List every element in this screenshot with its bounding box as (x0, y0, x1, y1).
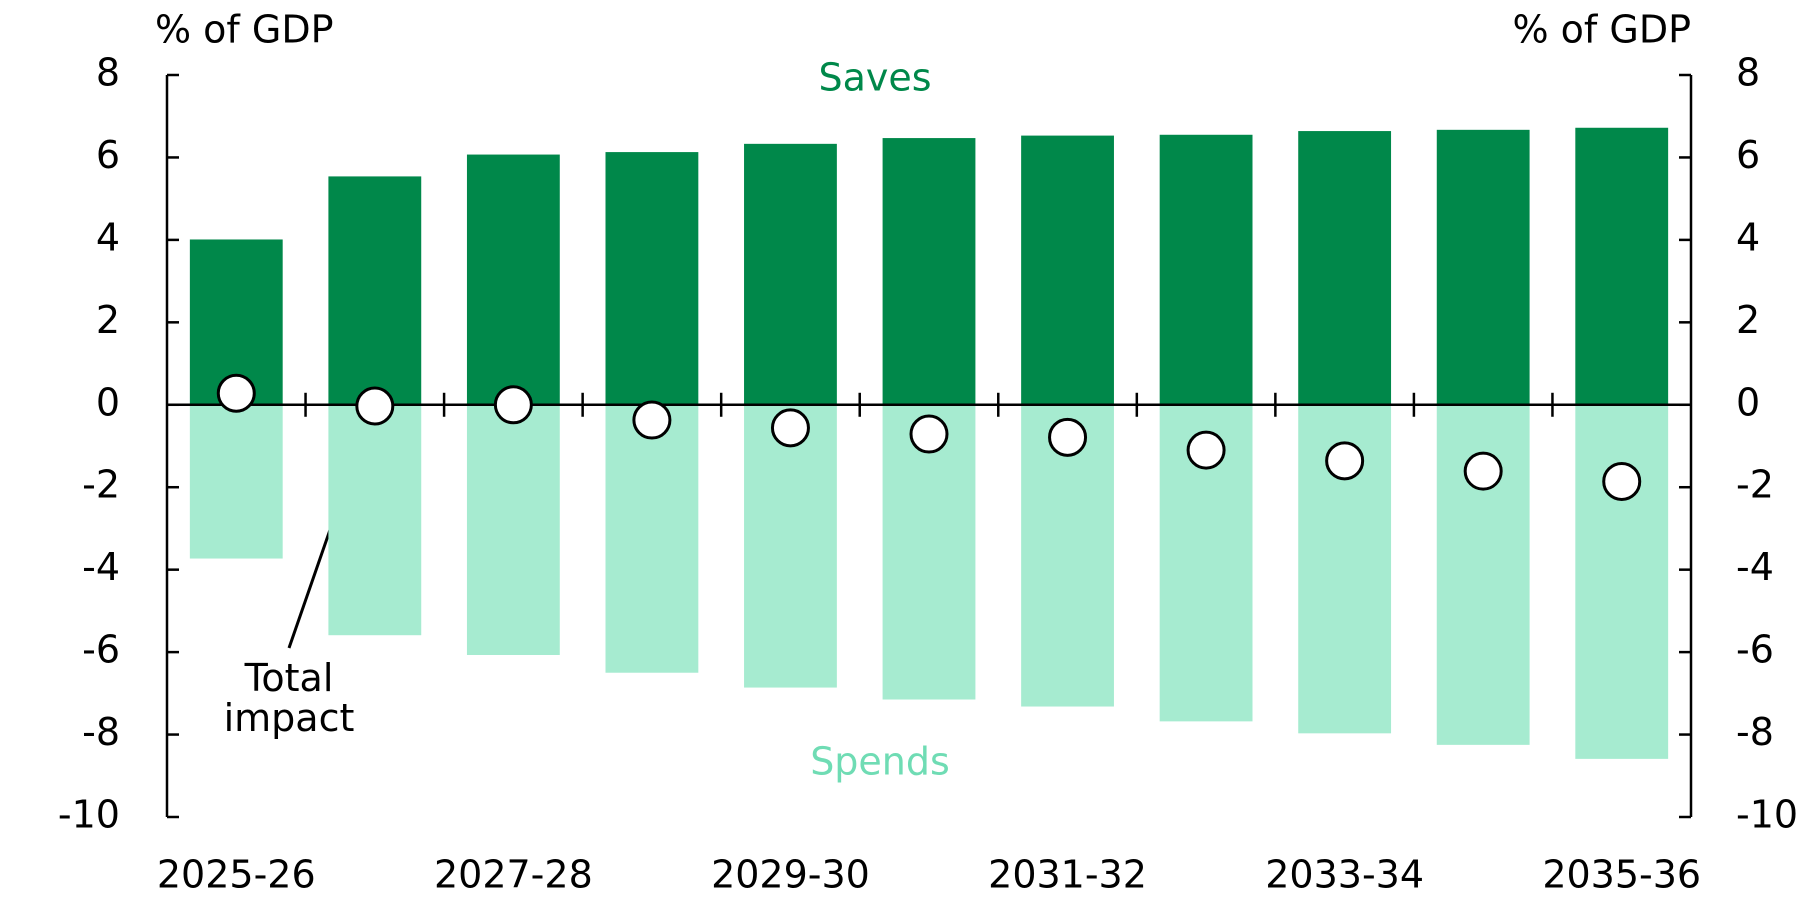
y2-tick-label: 8 (1736, 51, 1760, 95)
dot (355, 386, 395, 426)
y2-tick-label: -10 (1736, 793, 1798, 837)
y2-tick-label: -6 (1736, 628, 1774, 672)
bar (1575, 127, 1669, 405)
y2-tick-label: -8 (1736, 710, 1774, 754)
x-tick-label: 2025-26 (157, 853, 316, 897)
bar (605, 152, 699, 405)
y2-tick-label: 0 (1736, 380, 1760, 424)
y-tick-label: -4 (82, 545, 120, 589)
x-tick-label: 2033-34 (1265, 853, 1424, 897)
y-tick-label: 2 (96, 298, 120, 342)
bar (1021, 135, 1114, 405)
y-tick-label: 4 (96, 215, 120, 259)
y-tick-label: -8 (82, 710, 120, 754)
bar (1298, 131, 1392, 405)
dot (1048, 417, 1088, 457)
y-axis-label: % of GDP (155, 8, 334, 52)
bar (605, 404, 699, 673)
dot (493, 385, 533, 425)
y2-tick-label: -2 (1736, 463, 1774, 507)
y2-tick-label: 2 (1736, 298, 1760, 342)
dot (632, 400, 672, 440)
dot (770, 408, 810, 448)
series-label: Saves (818, 56, 931, 100)
y-tick-label: -6 (82, 628, 120, 672)
bar (189, 404, 283, 559)
bar (328, 176, 422, 405)
x-tick-label: 2035-36 (1542, 853, 1701, 897)
dot (1325, 441, 1365, 481)
bar (1575, 404, 1669, 759)
bar (328, 404, 422, 636)
x-tick-label: 2029-30 (711, 853, 870, 897)
bar (1436, 129, 1530, 405)
bar (744, 404, 837, 688)
series-label: Spends (810, 740, 950, 784)
y-tick-label: -10 (58, 793, 120, 837)
bar (744, 143, 837, 405)
y2-tick-label: 4 (1736, 215, 1760, 259)
y-tick-label: 8 (96, 51, 120, 95)
x-tick-label: 2027-28 (434, 853, 593, 897)
bar (466, 154, 560, 405)
y-tick-label: 0 (96, 380, 120, 424)
bar (1159, 134, 1253, 405)
dot (1602, 461, 1642, 501)
dot (216, 373, 256, 413)
dot (909, 414, 949, 454)
dot (1186, 430, 1226, 470)
bar (466, 404, 560, 655)
dot (1463, 451, 1503, 491)
y2-tick-label: -4 (1736, 545, 1774, 589)
annotation: Total impact (224, 656, 355, 740)
y2-tick-label: 6 (1736, 133, 1760, 177)
x-tick-label: 2031-32 (988, 853, 1147, 897)
y-tick-label: -2 (82, 463, 120, 507)
y-tick-label: 6 (96, 133, 120, 177)
bar (882, 138, 976, 405)
bar (882, 404, 976, 700)
y2-axis-label: % of GDP (1512, 8, 1691, 52)
